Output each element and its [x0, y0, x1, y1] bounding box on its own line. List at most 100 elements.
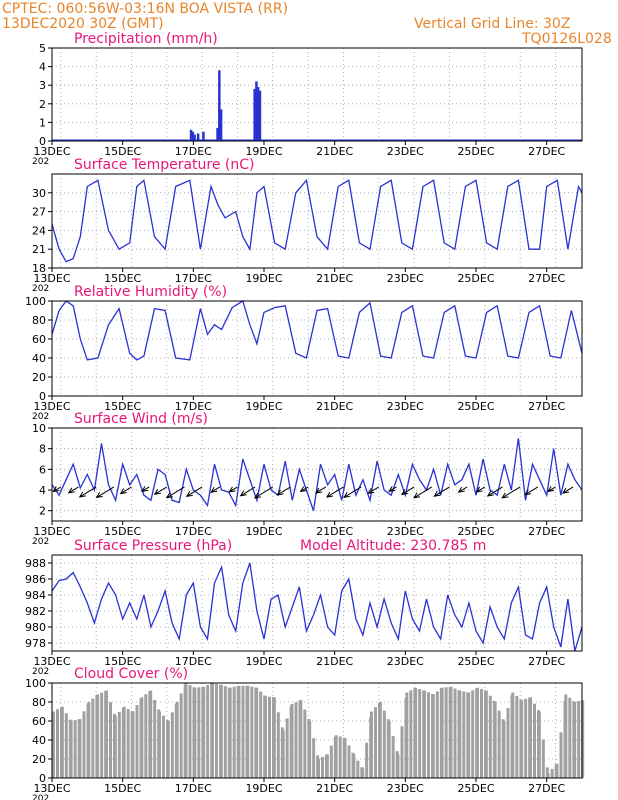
x-tick-label: 27DEC — [528, 145, 565, 158]
wind-arrow-shaft — [315, 486, 327, 494]
cloud-bar — [370, 711, 373, 778]
cloud-bar — [87, 702, 91, 778]
cloud-bar — [109, 702, 112, 778]
year-label: 202 — [32, 412, 49, 422]
cloud-bar — [91, 698, 95, 778]
wind-arrow-shaft — [210, 486, 221, 493]
cloud-bar — [140, 697, 144, 778]
wind-arrow-head — [400, 489, 408, 496]
precip-bar — [216, 127, 219, 141]
cloud-bar — [365, 742, 369, 778]
cloud-bar — [449, 686, 453, 778]
panel-3: 0 20 40 60 80 100 13DEC 15DEC 17DEC 19DEC 21DEC 23D… — [25, 284, 583, 422]
cloud-bar — [497, 710, 501, 778]
x-tick-label: 23DEC — [387, 145, 424, 158]
cloud-bar — [82, 711, 86, 778]
plot-area — [52, 174, 582, 268]
cloud-bar — [577, 701, 581, 778]
cloud-bar — [179, 693, 183, 778]
cloud-bar — [113, 716, 117, 778]
cloud-bar — [502, 721, 506, 778]
panel-frame — [51, 427, 583, 522]
cloud-bar — [378, 702, 382, 778]
cloud-bar — [188, 685, 192, 778]
wind-arrow-head — [433, 490, 441, 497]
cloud-bar — [476, 687, 479, 778]
wind-arrow-shaft — [524, 486, 539, 496]
x-tick-label: 19DEC — [245, 655, 282, 668]
wind-arrow-shaft — [186, 486, 203, 497]
cloud-bar — [64, 713, 68, 778]
x-tick-label: 13DEC — [33, 145, 70, 158]
panel-frame — [51, 47, 583, 142]
wind-arrow-head — [165, 492, 173, 499]
cloud-bar — [202, 686, 206, 778]
cloud-bar — [559, 732, 563, 778]
cloud-bar — [506, 708, 510, 778]
wind-arrow-shaft — [547, 486, 556, 492]
y-tick-label: 8 — [39, 443, 46, 456]
x-tick-label: 19DEC — [245, 145, 282, 158]
y-tick-label: 4 — [39, 484, 46, 497]
cloud-bar — [396, 754, 400, 778]
wind-arrow-head — [239, 490, 247, 497]
y-tick-label: 980 — [25, 621, 46, 634]
y-tick-label: 978 — [25, 637, 46, 650]
y-tick-label: 40 — [32, 734, 46, 747]
y-tick-label: 3 — [39, 79, 46, 92]
plot-area — [52, 301, 582, 396]
x-tick-label: 17DEC — [175, 272, 212, 285]
y-tick-label: 80 — [32, 314, 46, 327]
wind-arrow-head — [276, 489, 284, 496]
y-tick-label: 18 — [32, 262, 46, 275]
cloud-bar — [462, 691, 466, 778]
model-code: TQ0126L028 — [522, 31, 612, 47]
cloud-bar — [361, 768, 365, 778]
cloud-bar — [550, 768, 554, 778]
cloud-bar — [515, 695, 519, 778]
cloud-bar — [511, 692, 515, 778]
cloud-bar — [524, 698, 528, 778]
x-tick-label: 25DEC — [457, 655, 494, 668]
wind-arrow-head — [325, 491, 334, 498]
panel-1: 0 1 2 3 4 5 13DEC 15DEC 17DEC 19DEC 21DEC 23DEC 25DE… — [32, 31, 583, 167]
x-tick-label: 21DEC — [316, 525, 353, 538]
wind-arrow-shaft — [562, 486, 574, 494]
cloud-bar — [219, 684, 223, 778]
y-tick-label: 2 — [39, 505, 46, 518]
cloud-bar — [158, 711, 161, 778]
cloud-bar — [122, 706, 126, 778]
cloud-bar — [529, 697, 532, 778]
panel-frame — [51, 554, 583, 652]
wind-arrow-head — [547, 486, 555, 493]
cloud-bar — [73, 720, 77, 778]
y-tick-label: 20 — [32, 753, 46, 766]
cloud-bar — [418, 689, 422, 778]
y-tick-label: 100 — [25, 295, 46, 308]
cloud-bar — [493, 702, 497, 778]
wind-arrow-shaft — [434, 486, 450, 497]
wind-arrow-shaft — [388, 486, 397, 492]
cloud-bar — [135, 705, 139, 778]
run-datetime: 13DEC2020 30Z (GMT) — [2, 16, 164, 32]
x-tick-label: 19DEC — [245, 272, 282, 285]
panel-title: Relative Humidity (%) — [74, 284, 227, 300]
cloud-bar — [52, 711, 55, 778]
x-tick-label: 25DEC — [457, 272, 494, 285]
wind-arrow-head — [119, 488, 127, 495]
year-label: 202 — [32, 667, 49, 677]
x-tick-label: 13DEC — [33, 400, 70, 413]
cloud-bar — [555, 763, 559, 778]
wind-arrow-shaft — [502, 486, 521, 499]
grid-line-note: Vertical Grid Line: 30Z — [414, 16, 571, 32]
x-tick-label: 17DEC — [175, 525, 212, 538]
wind-arrow-shaft — [326, 486, 344, 498]
cloud-bar — [228, 687, 232, 778]
cloud-bar — [568, 697, 572, 778]
panel-title: Surface Pressure (hPa) — [74, 538, 232, 554]
cloud-bar — [246, 685, 250, 778]
x-tick-label: 21DEC — [316, 782, 353, 795]
wind-arrow-shaft — [277, 486, 291, 496]
cloud-bar — [105, 690, 108, 778]
